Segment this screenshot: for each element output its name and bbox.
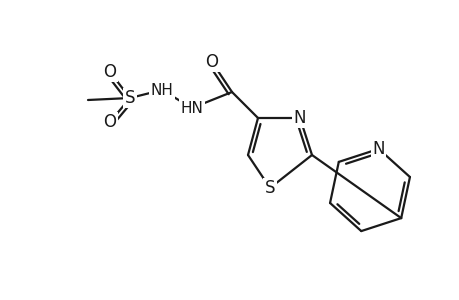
Text: O: O bbox=[103, 113, 116, 131]
Text: S: S bbox=[124, 89, 135, 107]
Text: N: N bbox=[293, 109, 306, 127]
Text: O: O bbox=[205, 53, 218, 71]
Text: HN: HN bbox=[180, 100, 203, 116]
Text: N: N bbox=[372, 140, 384, 158]
Text: NH: NH bbox=[150, 82, 173, 98]
Text: S: S bbox=[264, 179, 274, 197]
Text: O: O bbox=[103, 63, 116, 81]
